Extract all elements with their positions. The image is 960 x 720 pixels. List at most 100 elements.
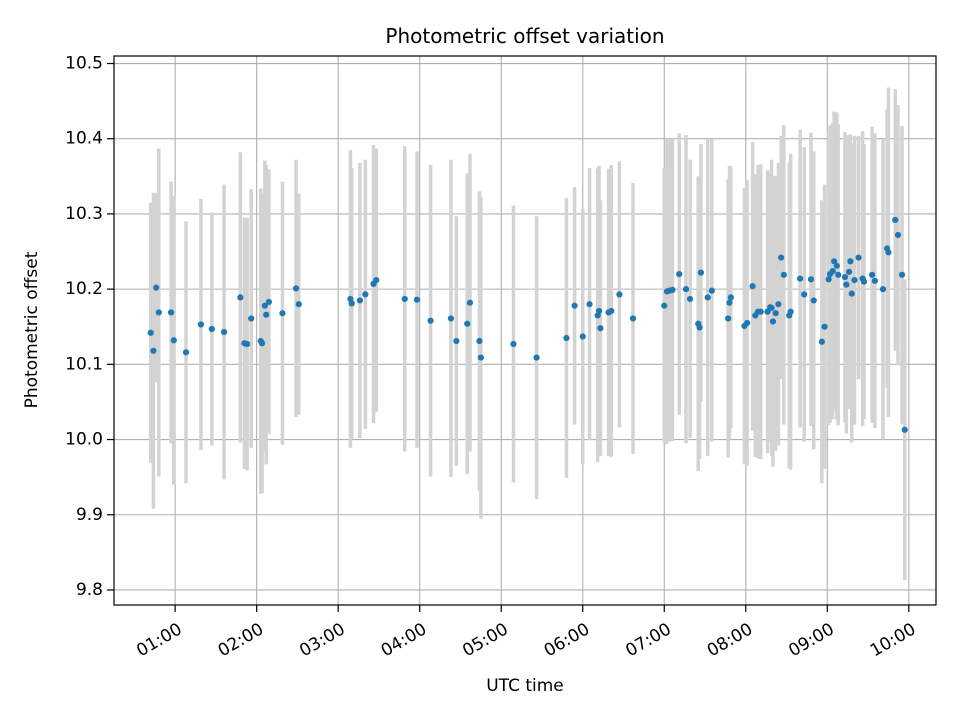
data-point [848, 290, 855, 297]
data-point [265, 298, 272, 306]
data-point [892, 216, 899, 224]
data-point [348, 300, 355, 307]
data-point [155, 309, 162, 316]
data-point [871, 277, 878, 284]
data-point [466, 299, 474, 306]
y-tick-label: 9.8 [76, 580, 103, 600]
data-point [768, 304, 775, 312]
data-point [150, 347, 157, 354]
data-point [772, 310, 779, 317]
data-point [579, 333, 586, 340]
data-point [810, 297, 817, 304]
data-point [669, 286, 676, 293]
data-point [830, 258, 838, 265]
data-point [894, 231, 902, 239]
y-tick-label: 10.5 [65, 54, 103, 74]
data-point [780, 271, 787, 278]
data-point [263, 311, 270, 318]
data-point [661, 302, 668, 309]
data-point [843, 281, 850, 288]
data-point [533, 354, 540, 361]
data-point [775, 301, 782, 308]
data-point [769, 318, 777, 325]
data-point [373, 277, 380, 284]
data-point [220, 328, 228, 336]
data-point [801, 291, 808, 298]
data-point [477, 354, 484, 361]
y-tick-label: 10.2 [65, 279, 103, 299]
data-point [749, 283, 756, 290]
data-point [510, 340, 517, 348]
data-point [237, 294, 244, 301]
data-point [696, 324, 703, 331]
data-point [170, 337, 177, 344]
data-point [356, 297, 364, 304]
data-point [586, 301, 593, 308]
data-point [787, 308, 794, 315]
data-point [279, 310, 286, 317]
data-point [697, 269, 705, 276]
data-point [197, 321, 205, 328]
data-point [447, 315, 455, 322]
data-point [413, 296, 421, 303]
data-point [563, 334, 570, 342]
y-tick-label: 9.9 [76, 505, 103, 525]
y-tick-label: 10.3 [65, 204, 103, 224]
data-point [764, 308, 771, 315]
data-point [744, 319, 751, 327]
data-point [571, 302, 578, 309]
data-point [901, 426, 908, 433]
data-point [244, 340, 251, 348]
data-point [708, 287, 715, 294]
data-point [885, 249, 892, 256]
chart-title: Photometric offset variation [385, 24, 664, 48]
data-point [616, 291, 623, 298]
data-point [147, 329, 154, 336]
data-point [829, 267, 836, 275]
data-point [686, 295, 694, 303]
data-points [147, 216, 908, 433]
data-point [295, 301, 302, 308]
data-point [401, 295, 408, 303]
plot-frame [113, 55, 937, 606]
y-tick-label: 10.4 [65, 129, 103, 149]
data-point [845, 268, 853, 275]
data-point [757, 308, 764, 315]
data-point [153, 284, 160, 291]
data-point [778, 254, 785, 261]
data-point [597, 325, 604, 332]
y-tick-label: 10.1 [65, 354, 103, 374]
x-axis-title: UTC time [486, 676, 564, 696]
data-point [595, 307, 603, 315]
data-point [807, 276, 815, 283]
data-point [727, 294, 734, 301]
data-point [833, 262, 840, 269]
data-point [835, 271, 842, 278]
data-point [898, 271, 906, 278]
data-point [682, 286, 690, 293]
data-point [167, 309, 175, 316]
y-axis-title: Photometric offset [22, 251, 42, 408]
data-point [261, 302, 268, 309]
data-point [726, 299, 733, 306]
data-point [258, 340, 266, 347]
y-tick-label: 10.0 [65, 430, 103, 450]
data-point [248, 315, 255, 322]
data-point [629, 315, 637, 322]
data-point [855, 254, 862, 261]
data-point [182, 349, 190, 356]
data-point [704, 294, 711, 301]
y-axis: 9.8 9.9 10.0 10.1 10.2 10.3 10.4 10.5 [65, 54, 114, 600]
data-point [427, 317, 434, 324]
data-point [825, 276, 832, 283]
data-point [851, 277, 858, 284]
data-point [818, 338, 825, 345]
data-point [362, 291, 369, 298]
data-point [797, 275, 804, 282]
data-point [821, 323, 828, 330]
data-point [841, 274, 849, 281]
data-point [725, 315, 732, 322]
data-point [208, 325, 215, 333]
data-point [292, 285, 300, 292]
